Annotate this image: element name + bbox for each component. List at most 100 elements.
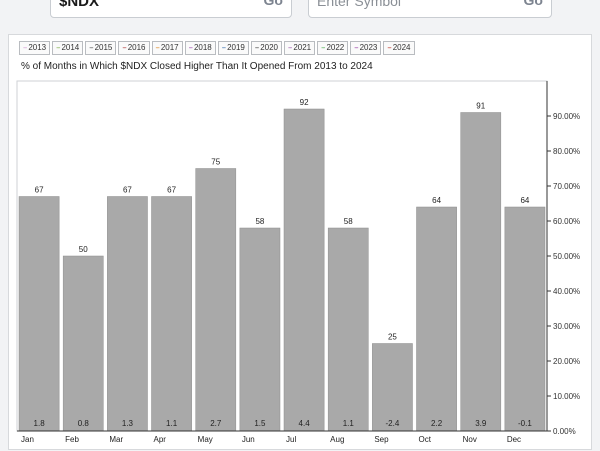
x-category-label: Dec — [507, 435, 521, 444]
legend-item-2021[interactable]: -- 2021 — [284, 41, 316, 55]
y-tick-label: 30.00% — [553, 322, 580, 331]
legend-item-2015[interactable]: -- 2015 — [85, 41, 117, 55]
x-category-label: Feb — [65, 435, 79, 444]
bar-avg-change-label: 1.1 — [166, 419, 178, 428]
x-category-label: Jun — [242, 435, 255, 444]
legend-item-2013[interactable]: -- 2013 — [19, 41, 51, 55]
legend-label: 2019 — [227, 43, 245, 52]
x-category-label: Nov — [463, 435, 477, 444]
legend-item-2020[interactable]: -- 2020 — [250, 41, 282, 55]
y-tick-label: 50.00% — [553, 252, 580, 261]
legend-item-2014[interactable]: -- 2014 — [52, 41, 84, 55]
chart-title: % of Months in Which $NDX Closed Higher … — [21, 61, 373, 72]
legend-swatch: -- — [89, 43, 93, 52]
bar-value-label: 50 — [79, 245, 88, 254]
bar-avg-change-label: 2.2 — [431, 419, 443, 428]
legend-swatch: -- — [221, 43, 226, 52]
legend: -- 2013 -- 2014 -- 2015 -- 2016 -- 2017 -- 2018 -- 20… — [19, 41, 415, 55]
x-category-label: May — [198, 435, 213, 444]
y-tick-label: 0.00% — [553, 427, 576, 436]
symbol-search-input[interactable]: $NDX Go — [50, 0, 292, 18]
legend-label: 2013 — [28, 43, 47, 52]
legend-swatch: -- — [288, 43, 292, 52]
go-button[interactable]: Go — [263, 0, 283, 8]
bar-value-label: 67 — [123, 186, 132, 195]
bar-value-label: 64 — [432, 196, 441, 205]
bar-value-label: 67 — [167, 186, 176, 195]
legend-item-2024[interactable]: -- 2024 — [383, 41, 415, 55]
bar-oct — [416, 206, 457, 432]
y-tick-label: 90.00% — [553, 112, 580, 121]
bar-jun — [239, 227, 281, 432]
legend-swatch: -- — [254, 43, 259, 52]
y-tick-label: 40.00% — [553, 287, 580, 296]
legend-swatch: -- — [155, 43, 160, 52]
bar-value-label: 58 — [344, 217, 353, 226]
bar-avg-change-label: 1.8 — [34, 419, 46, 428]
bar-value-label: 92 — [300, 98, 309, 107]
x-category-label: Jul — [286, 435, 296, 444]
legend-label: 2018 — [193, 43, 212, 52]
symbol-value: $NDX — [59, 0, 100, 10]
compare-symbol-input[interactable]: Enter Symbol Go — [308, 0, 552, 18]
legend-label: 2022 — [326, 43, 345, 52]
legend-item-2023[interactable]: -- 2023 — [350, 41, 382, 55]
y-tick-label: 80.00% — [553, 147, 580, 156]
bar-may — [195, 168, 237, 432]
legend-label: 2014 — [61, 43, 80, 52]
x-category-label: Oct — [419, 435, 432, 444]
bar-value-label: 91 — [476, 102, 485, 111]
legend-swatch: -- — [188, 43, 193, 52]
bar-value-label: 75 — [211, 158, 220, 167]
x-category-label: Apr — [154, 435, 167, 444]
legend-swatch: -- — [321, 43, 325, 52]
bar-avg-change-label: 0.8 — [78, 419, 90, 428]
y-tick-label: 10.00% — [553, 392, 580, 401]
legend-label: 2023 — [359, 43, 378, 52]
bar-aug — [327, 227, 369, 432]
go-button-2[interactable]: Go — [523, 0, 543, 8]
bar-mar — [107, 196, 148, 432]
bar-avg-change-label: 2.7 — [210, 419, 222, 428]
bar-value-label: 67 — [35, 186, 44, 195]
legend-swatch: -- — [354, 43, 358, 52]
bar-feb — [62, 255, 104, 432]
x-category-label: Mar — [109, 435, 123, 444]
y-tick-label: 60.00% — [553, 217, 580, 226]
x-category-label: Aug — [330, 435, 344, 444]
y-tick-label: 20.00% — [553, 357, 580, 366]
bar-value-label: 64 — [520, 196, 529, 205]
bar-avg-change-label: 1.5 — [254, 419, 266, 428]
legend-label: 2016 — [127, 43, 146, 52]
legend-label: 2020 — [260, 43, 278, 52]
legend-item-2019[interactable]: -- 2019 — [217, 41, 249, 55]
bar-apr — [151, 196, 192, 432]
legend-label: 2021 — [293, 43, 312, 52]
legend-item-2016[interactable]: -- 2016 — [118, 41, 150, 55]
bar-avg-change-label: 4.4 — [299, 419, 311, 428]
legend-item-2022[interactable]: -- 2022 — [317, 41, 349, 55]
bar-avg-change-label: 1.3 — [122, 419, 134, 428]
bar-avg-change-label: -2.4 — [386, 419, 400, 428]
bar-avg-change-label: 1.1 — [343, 419, 355, 428]
legend-label: 2015 — [94, 43, 113, 52]
bar-jul — [283, 108, 325, 432]
legend-label: 2024 — [392, 43, 411, 52]
bar-jan — [18, 196, 60, 432]
legend-label: 2017 — [160, 43, 179, 52]
legend-swatch: -- — [122, 43, 126, 52]
chart-panel: -- 2013 -- 2014 -- 2015 -- 2016 -- 2017 -- 2018 -- 20… — [8, 34, 592, 450]
symbol-placeholder: Enter Symbol — [317, 0, 402, 9]
bar-avg-change-label: -0.1 — [518, 419, 532, 428]
bar-chart: 0.00% 10.00% 20.00% 30.00% 40.00% 50.00% 60.00… — [16, 80, 580, 444]
x-category-label: Sep — [374, 435, 389, 444]
bar-value-label: 25 — [388, 333, 397, 342]
bar-nov — [460, 112, 502, 432]
bar-sep — [372, 343, 413, 432]
legend-item-2018[interactable]: -- 2018 — [184, 41, 216, 55]
legend-swatch: -- — [23, 43, 27, 52]
bar-avg-change-label: 3.9 — [475, 419, 487, 428]
legend-item-2017[interactable]: -- 2017 — [151, 41, 183, 55]
x-category-label: Jan — [21, 435, 34, 444]
legend-swatch: -- — [387, 43, 391, 52]
